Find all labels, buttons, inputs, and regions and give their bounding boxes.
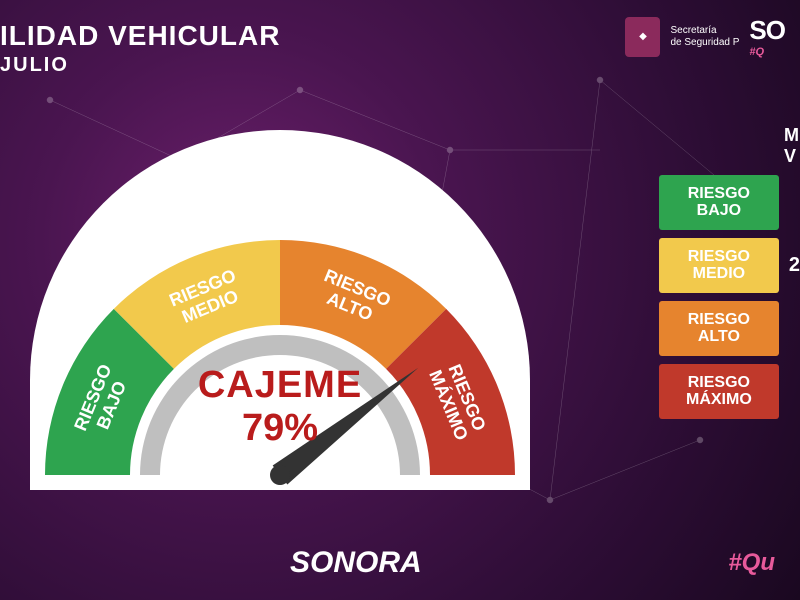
gauge-percent: 79% (198, 407, 362, 450)
legend-row: RIESGOALTO (659, 301, 800, 356)
secretaria-line1: Secretaría (670, 25, 739, 37)
legend-row: RIESGOBAJO (659, 175, 800, 230)
gauge-center: CAJEME 79% (198, 364, 362, 450)
legend-header-2: V (784, 146, 800, 167)
gauge-location: CAJEME (198, 364, 362, 407)
state-shield-icon: ◆ (625, 17, 660, 57)
gauge: RIESGOBAJORIESGOMEDIORIESGOALTORIESGOMÁX… (30, 130, 530, 490)
legend-row: RIESGOMEDIO 2 (659, 238, 800, 293)
footer-sonora-logo: SONORA (290, 546, 422, 580)
legend-row: RIESGOMÁXIMO (659, 364, 800, 419)
footer-logo-text: SONORA (290, 546, 422, 579)
legend-header: M V (784, 125, 800, 167)
footer: SONORA #Qu (0, 546, 800, 580)
secretaria-line2: de Seguridad P (670, 37, 739, 49)
footer-hashtag: #Qu (728, 549, 775, 577)
page-subtitle: JULIO (0, 54, 280, 77)
legend-box: RIESGOMÁXIMO (659, 364, 779, 419)
sonora-logo-text: SO (749, 15, 785, 45)
sonora-top-logo: SO #Q (749, 15, 785, 58)
legend-header-1: M (784, 125, 800, 146)
page-title: ILIDAD VEHICULAR (0, 20, 280, 52)
legend: RIESGOBAJO RIESGOMEDIO 2 RIESGOALTO RIESGOMÁ… (659, 175, 800, 419)
legend-box: RIESGOMEDIO (659, 238, 779, 293)
legend-value: 2 (789, 254, 800, 277)
top-hashtag: #Q (749, 46, 785, 58)
legend-box: RIESGOALTO (659, 301, 779, 356)
secretaria-text: Secretaría de Seguridad P (670, 25, 739, 49)
top-logos: ◆ Secretaría de Seguridad P SO #Q (625, 15, 785, 58)
legend-box: RIESGOBAJO (659, 175, 779, 230)
header: ILIDAD VEHICULAR JULIO (0, 20, 280, 77)
